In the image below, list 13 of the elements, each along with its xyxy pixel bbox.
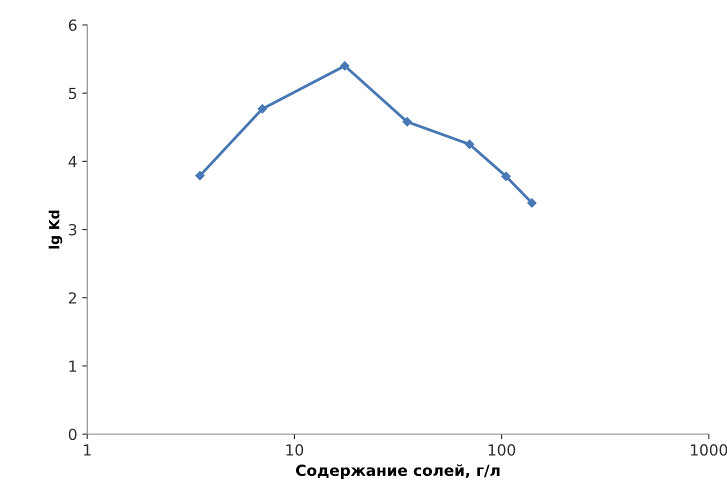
x-axis-title: Содержание солей, г/л [296,464,500,480]
y-tick-label: 1 [69,360,76,372]
y-axis-title: lg Kd [48,210,62,248]
x-tick-label: 1 [84,444,91,456]
x-tick-label: 100 [488,444,516,456]
y-tick-label: 0 [68,428,77,440]
y-tick-label: 5 [68,88,76,100]
x-tick-label: 10 [286,444,304,456]
x-tick-label: 1000 [691,444,727,456]
y-tick-label: 3 [68,224,76,236]
y-tick-label: 6 [68,19,77,31]
y-tick-label: 2 [68,292,76,304]
y-tick-label: 4 [68,156,77,168]
